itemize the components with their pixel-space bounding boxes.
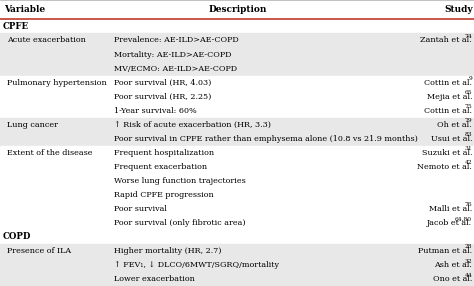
Text: Variable: Variable	[4, 5, 45, 14]
Text: Acute exacerbation: Acute exacerbation	[7, 37, 86, 45]
Bar	[0, 61, 474, 76]
Text: Ash et al.: Ash et al.	[434, 261, 472, 269]
Text: 74: 74	[465, 34, 472, 39]
Text: COPD: COPD	[3, 233, 31, 241]
Text: Poor survival (HR, 4.03): Poor survival (HR, 4.03)	[114, 79, 211, 87]
Text: Description: Description	[209, 5, 267, 14]
Text: 32: 32	[465, 259, 472, 263]
Text: 83: 83	[465, 132, 472, 137]
Text: Poor survival: Poor survival	[114, 205, 167, 213]
Text: Poor survival (only fibrotic area): Poor survival (only fibrotic area)	[114, 219, 246, 227]
Text: Pulmonary hypertension: Pulmonary hypertension	[7, 79, 107, 87]
Text: Mejia et al.: Mejia et al.	[427, 93, 472, 101]
Bar	[0, 258, 474, 272]
Text: Mortality: AE-ILD>AE-COPD: Mortality: AE-ILD>AE-COPD	[114, 51, 231, 59]
Text: 64,80: 64,80	[455, 217, 472, 221]
Text: Frequent exacerbation: Frequent exacerbation	[114, 163, 207, 171]
Bar	[0, 0, 474, 19]
Text: Ono et al.: Ono et al.	[433, 275, 472, 283]
Bar	[0, 230, 474, 244]
Text: Oh et al.: Oh et al.	[438, 121, 472, 129]
Text: Nemoto et al.: Nemoto et al.	[417, 163, 472, 171]
Text: Rapid CPFE progression: Rapid CPFE progression	[114, 191, 213, 199]
Text: 9: 9	[468, 76, 472, 81]
Text: Jacob et al.: Jacob et al.	[427, 219, 472, 227]
Text: Frequent hospitalization: Frequent hospitalization	[114, 149, 214, 157]
Text: Worse lung function trajectories: Worse lung function trajectories	[114, 177, 246, 185]
Text: Lung cancer: Lung cancer	[7, 121, 58, 129]
Bar	[0, 216, 474, 230]
Text: ↑ Risk of acute exacerbation (HR, 3.3): ↑ Risk of acute exacerbation (HR, 3.3)	[114, 121, 271, 129]
Text: 44: 44	[465, 273, 472, 277]
Bar	[0, 160, 474, 174]
Text: Cottin et al.: Cottin et al.	[424, 79, 472, 87]
Text: Putman et al.: Putman et al.	[418, 247, 472, 255]
Text: 65: 65	[465, 90, 472, 95]
Bar	[0, 188, 474, 202]
Text: ↑ FEV₁, ↓ DLCO/6MWT/SGRQ/mortality: ↑ FEV₁, ↓ DLCO/6MWT/SGRQ/mortality	[114, 261, 279, 269]
Text: CPFE: CPFE	[3, 22, 29, 31]
Text: 79: 79	[465, 118, 472, 123]
Bar	[0, 104, 474, 118]
Text: Poor survival in CPFE rather than emphysema alone (10.8 vs 21.9 months): Poor survival in CPFE rather than emphys…	[114, 135, 418, 143]
Text: MV/ECMO: AE-ILD>AE-COPD: MV/ECMO: AE-ILD>AE-COPD	[114, 65, 237, 73]
Text: Zantah et al.: Zantah et al.	[420, 37, 472, 45]
Text: Cottin et al.: Cottin et al.	[424, 107, 472, 115]
Text: 42: 42	[465, 160, 472, 165]
Text: Lower exacerbation: Lower exacerbation	[114, 275, 195, 283]
Bar	[0, 33, 474, 47]
Bar	[0, 244, 474, 258]
Text: Usui et al.: Usui et al.	[430, 135, 472, 143]
Bar	[0, 90, 474, 104]
Text: 76: 76	[465, 202, 472, 207]
Bar	[0, 272, 474, 286]
Text: Presence of ILA: Presence of ILA	[7, 247, 71, 255]
Bar	[0, 174, 474, 188]
Text: Poor survival (HR, 2.25): Poor survival (HR, 2.25)	[114, 93, 211, 101]
Bar	[0, 118, 474, 132]
Bar	[0, 47, 474, 61]
Text: Study: Study	[444, 5, 473, 14]
Text: Prevalence: AE-ILD>AE-COPD: Prevalence: AE-ILD>AE-COPD	[114, 37, 238, 45]
Text: Malli et al.: Malli et al.	[429, 205, 472, 213]
Text: Higher mortality (HR, 2.7): Higher mortality (HR, 2.7)	[114, 247, 221, 255]
Bar	[0, 132, 474, 146]
Text: Extent of the disease: Extent of the disease	[7, 149, 92, 157]
Text: 75: 75	[465, 104, 472, 109]
Bar	[0, 19, 474, 33]
Text: 28: 28	[465, 245, 472, 249]
Bar	[0, 76, 474, 90]
Text: Suzuki et al.: Suzuki et al.	[421, 149, 472, 157]
Bar	[0, 202, 474, 216]
Text: 31: 31	[465, 146, 472, 151]
Text: 1-Year survival: 60%: 1-Year survival: 60%	[114, 107, 197, 115]
Bar	[0, 146, 474, 160]
